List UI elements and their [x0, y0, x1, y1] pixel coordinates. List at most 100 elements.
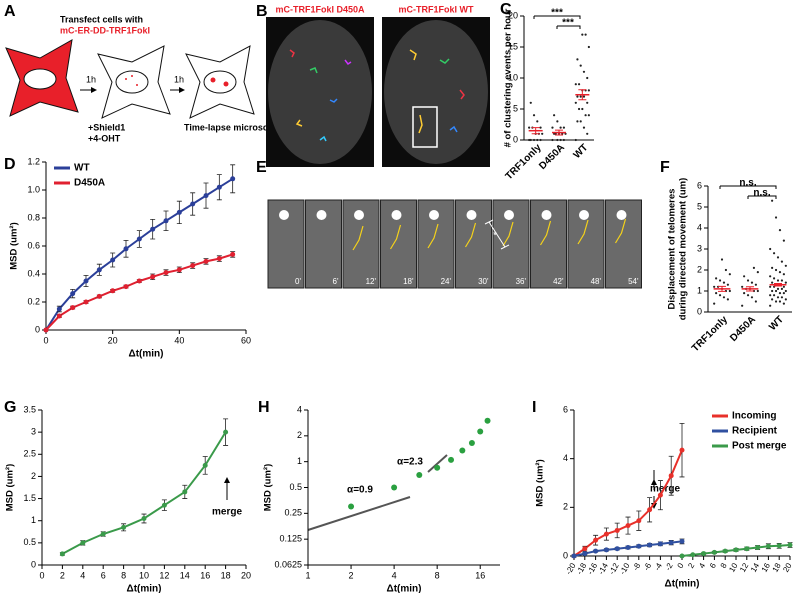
- point: [110, 288, 116, 294]
- y-tick-label: 6: [697, 180, 702, 190]
- y-tick-label: 1: [31, 515, 36, 525]
- x-tick-label: 20: [241, 570, 251, 580]
- point: [782, 302, 785, 305]
- point: [176, 267, 182, 273]
- point: [43, 327, 49, 333]
- x-tick-label: 16: [760, 561, 773, 574]
- point: [726, 298, 729, 301]
- y-tick-label: 6: [563, 404, 568, 414]
- point: [202, 462, 208, 468]
- point: [587, 45, 590, 49]
- point: [728, 273, 731, 276]
- point: [100, 531, 106, 537]
- point: [551, 126, 554, 129]
- point: [150, 226, 156, 232]
- point: [776, 543, 782, 549]
- x-tick-label: 4: [80, 570, 85, 580]
- point: [391, 484, 398, 491]
- y-tick-label: 0.5: [23, 537, 36, 547]
- x-tick-label: 1: [305, 570, 310, 580]
- x-tick-label: 6: [708, 561, 718, 570]
- point: [755, 544, 761, 550]
- point: [536, 120, 539, 123]
- y-tick-label: 4: [563, 453, 568, 463]
- point: [70, 305, 76, 311]
- y-axis-label: Displacement of telomeres: [667, 189, 678, 310]
- point: [713, 285, 716, 288]
- y-tick-label: 15: [508, 41, 518, 51]
- panel-label: F: [660, 159, 670, 176]
- y-tick-label: 1.5: [23, 493, 36, 503]
- point: [528, 138, 531, 142]
- nucleus-image: [384, 20, 488, 164]
- track: [309, 67, 318, 74]
- legend-label: D450A: [74, 178, 105, 189]
- point: [96, 267, 102, 273]
- image-title: mC-TRF1FokI WT: [399, 4, 474, 14]
- tracks: [289, 49, 465, 142]
- point: [679, 447, 685, 453]
- x-tick-label: 8: [719, 561, 729, 570]
- error-bar: [555, 129, 563, 136]
- point: [771, 298, 774, 301]
- track: [449, 125, 458, 133]
- point: [780, 287, 784, 290]
- diagram-text: Time-lapse microscopy: [184, 122, 284, 132]
- track: [502, 221, 514, 247]
- time-label: 54': [628, 277, 639, 286]
- point: [787, 542, 793, 548]
- point: [80, 540, 86, 546]
- diagram-text: 1h: [86, 74, 96, 84]
- y-axis-label: during directed movement (um): [678, 178, 689, 321]
- point: [593, 537, 599, 543]
- point: [532, 138, 536, 142]
- point: [772, 277, 776, 280]
- point: [743, 275, 746, 278]
- point: [780, 279, 784, 282]
- annotation: merge: [650, 484, 680, 495]
- point: [553, 114, 556, 117]
- time-label: 36': [516, 277, 527, 286]
- point: [771, 289, 774, 293]
- point: [778, 300, 782, 303]
- point: [771, 281, 774, 284]
- y-tick-label: 2: [31, 471, 36, 481]
- panel-label: H: [258, 399, 270, 416]
- error-bar: [774, 282, 782, 287]
- y-tick-label: 0.4: [27, 268, 40, 278]
- y-axis-label: MSD (um²): [535, 459, 546, 507]
- time-label: 6': [333, 277, 339, 286]
- point: [784, 298, 787, 301]
- diagram-text: +Shield1: [88, 122, 125, 132]
- point: [715, 277, 718, 280]
- point: [718, 294, 722, 297]
- track: [352, 225, 364, 251]
- point: [559, 126, 562, 129]
- focus: [136, 84, 138, 86]
- point: [603, 531, 609, 537]
- track: [295, 119, 303, 127]
- panel-label: E: [256, 159, 267, 176]
- x-tick-label: 16: [475, 570, 485, 580]
- point: [576, 95, 579, 98]
- point: [203, 193, 209, 199]
- y-tick-label: 10: [508, 72, 518, 82]
- point: [123, 284, 129, 290]
- point: [136, 278, 142, 284]
- point: [718, 279, 722, 282]
- point: [484, 417, 491, 424]
- time-label: 42': [553, 277, 564, 286]
- cluster: [210, 77, 216, 83]
- x-tick-label: 12: [738, 561, 751, 574]
- point: [754, 283, 757, 286]
- point: [528, 126, 531, 129]
- error-bar: [578, 89, 587, 101]
- panel-label: I: [532, 399, 536, 416]
- point: [70, 291, 76, 297]
- nucleus: [203, 70, 237, 94]
- point: [576, 58, 579, 61]
- point: [56, 313, 62, 319]
- track: [319, 135, 327, 142]
- annotation: α=2.3: [397, 457, 423, 468]
